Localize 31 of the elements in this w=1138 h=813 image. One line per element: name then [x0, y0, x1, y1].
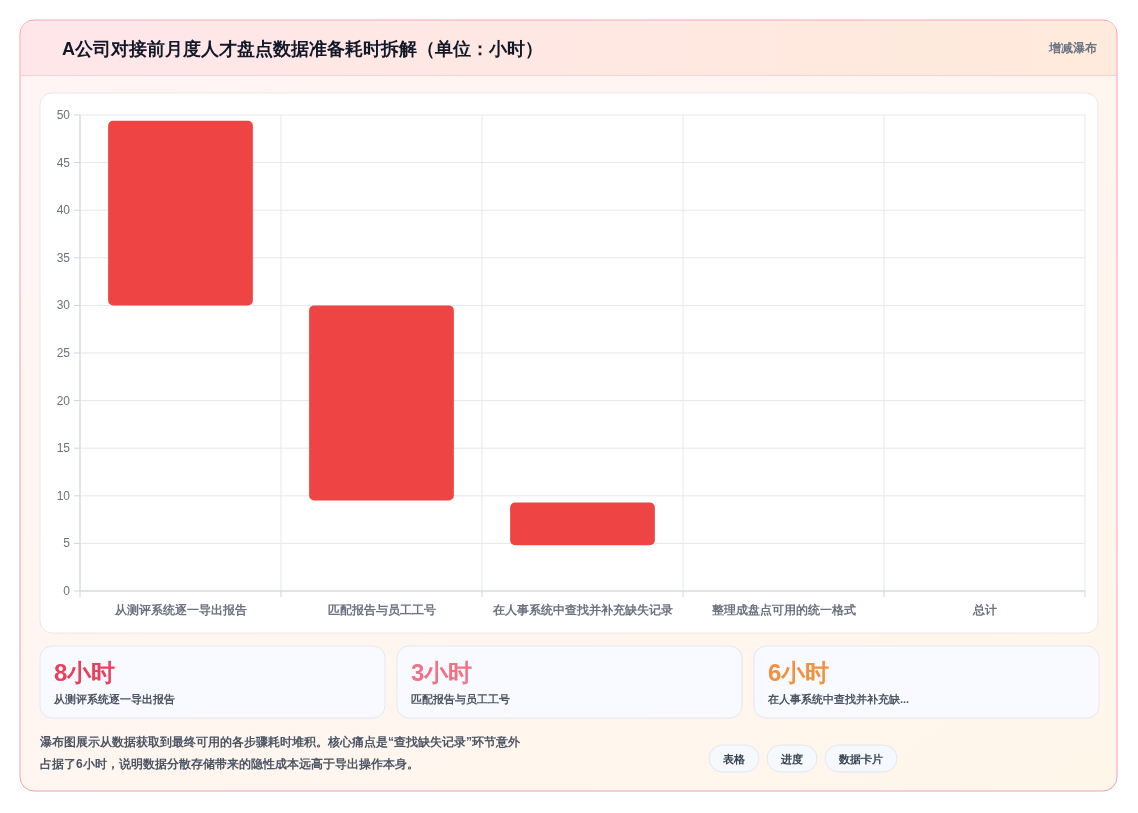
x-tick-label: 从测评系统逐一导出报告 [113, 603, 247, 617]
text: 在人事系统中查找并补充缺... [767, 693, 910, 706]
chart-title: A公司对接前月度人才盘点数据准备耗时拆解（单位：小时） [62, 39, 543, 59]
y-tick-label: 5 [63, 536, 71, 551]
y-tick-label: 25 [56, 346, 71, 360]
text: 8小时 [54, 659, 116, 686]
y-tick-label: 0 [63, 584, 71, 598]
text: 3小时 [411, 659, 473, 686]
text: 瀑布图展示从数据获取到最终可用的各步骤耗时堆积。核心痛点是“查找缺失记录”环节意外占据了6小时，说明数据分散存储带来的隐性成本远高于导出操作本身。 [39, 735, 521, 771]
y-tick-label: 45 [56, 155, 71, 170]
bar [108, 120, 253, 306]
text: 匹配报告与员工工号 [411, 693, 510, 705]
y-tick-label: 35 [56, 250, 71, 265]
y-tick-label: 20 [56, 393, 71, 408]
text: 增减瀑布 [1048, 41, 1097, 55]
bar [309, 305, 454, 501]
bar [510, 502, 655, 546]
y-tick-label: 15 [56, 441, 71, 456]
text: 从测评系统逐一导出报告 [53, 693, 175, 705]
y-tick-label: 30 [56, 298, 71, 313]
text: 6小时 [768, 659, 830, 686]
y-tick-label: 10 [56, 488, 71, 503]
text: 表格 [722, 753, 746, 765]
text: 数据卡片 [838, 753, 883, 765]
x-tick-label: 匹配报告与员工工号 [327, 603, 436, 617]
x-tick-label: 整理成盘点可用的统一格式 [710, 603, 856, 617]
x-tick-label: 在人事系统中查找并补充缺失记录 [491, 603, 673, 617]
text: 进度 [780, 753, 803, 765]
x-tick-label: 总计 [971, 603, 997, 617]
y-tick-label: 50 [56, 108, 71, 122]
y-tick-label: 40 [56, 203, 71, 218]
